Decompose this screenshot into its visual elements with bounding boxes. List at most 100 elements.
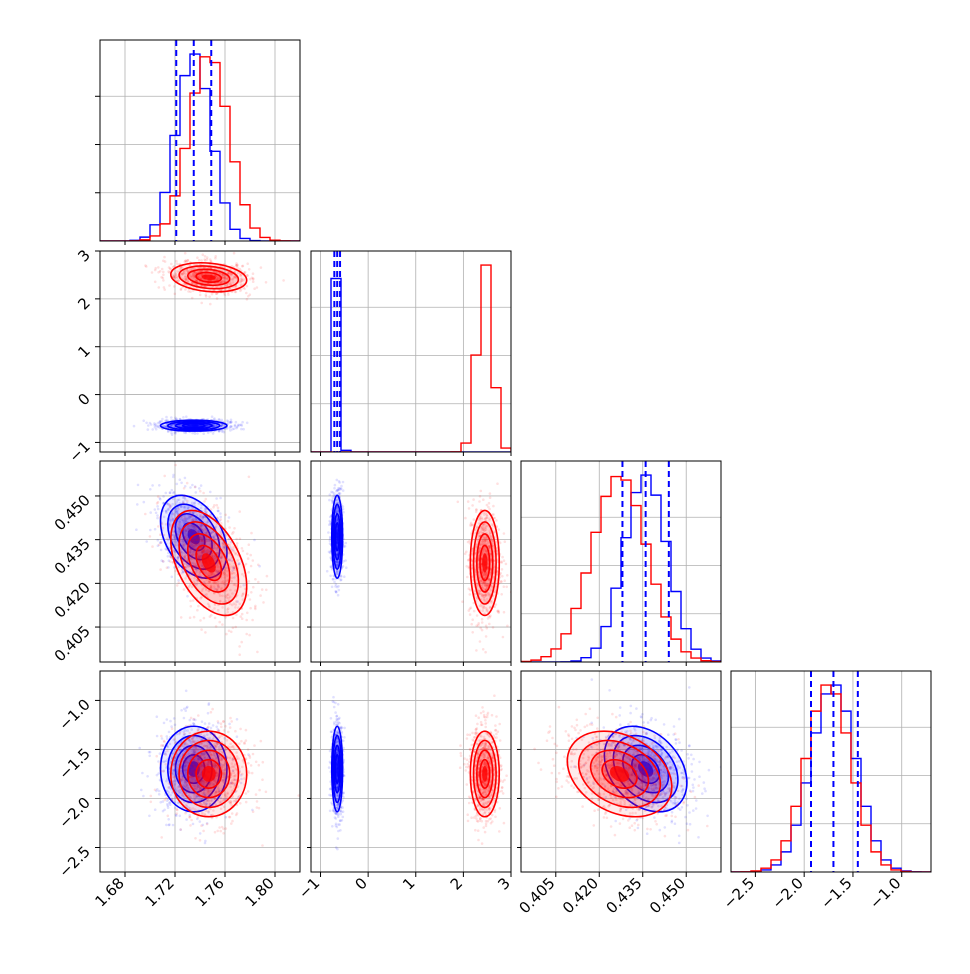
scatter-point	[242, 265, 245, 268]
scatter-point	[173, 717, 176, 720]
histogram-series-1	[731, 685, 931, 872]
scatter-point	[159, 270, 162, 273]
scatter-point	[244, 271, 247, 274]
scatter-point	[253, 539, 256, 542]
scatter-point	[228, 630, 231, 633]
scatter-point	[236, 718, 239, 721]
scatter-point	[246, 298, 249, 301]
scatter-point	[166, 738, 169, 741]
scatter-point	[480, 490, 483, 493]
scatter-point	[156, 774, 159, 777]
scatter-point	[471, 631, 474, 634]
scatter-point	[484, 651, 487, 654]
scatter-point	[215, 625, 218, 628]
scatter-point	[337, 585, 340, 588]
scatter-point	[154, 269, 157, 272]
scatter-point	[173, 285, 176, 288]
scatter-point	[167, 555, 170, 558]
scatter-point	[207, 712, 210, 715]
scatter-point	[146, 775, 149, 778]
scatter-point	[186, 482, 189, 485]
scatter-point	[213, 417, 216, 420]
scatter-point	[227, 420, 230, 423]
scatter-point	[327, 531, 330, 534]
scatter-point	[220, 518, 223, 521]
scatter-point	[345, 566, 348, 569]
scatter-point	[497, 609, 500, 612]
scatter-point	[177, 582, 180, 585]
scatter-point	[248, 580, 251, 583]
scatter-point	[161, 420, 164, 423]
scatter-point	[153, 422, 156, 425]
scatter-point	[489, 496, 492, 499]
scatter-point	[174, 464, 177, 467]
scatter-point	[162, 560, 165, 563]
scatter-point	[498, 528, 501, 531]
density-core	[188, 425, 200, 427]
scatter-point	[151, 428, 154, 431]
scatter-point	[174, 570, 177, 573]
scatter-point	[485, 625, 488, 628]
scatter-point	[230, 631, 233, 634]
scatter-point	[499, 542, 502, 545]
scatter-point	[143, 501, 146, 504]
scatter-point	[246, 262, 249, 265]
scatter-point	[171, 433, 174, 436]
scatter-point	[246, 285, 249, 288]
scatter-point	[208, 722, 211, 725]
scatter-point	[214, 617, 217, 620]
scatter-point	[207, 432, 210, 435]
scatter-point	[343, 575, 346, 578]
scatter-point	[175, 260, 178, 263]
scatter-point	[476, 614, 479, 617]
scatter-point	[159, 752, 162, 755]
scatter-point	[495, 603, 498, 606]
scatter-point	[156, 735, 159, 738]
scatter-point	[477, 624, 480, 627]
scatter-point	[196, 609, 199, 612]
scatter-point	[157, 525, 160, 528]
scatter-point	[138, 747, 141, 750]
scatter-point	[133, 425, 136, 428]
scatter-point	[169, 267, 172, 270]
scatter-point	[505, 563, 508, 566]
scatter-point	[183, 487, 186, 490]
scatter-point	[161, 523, 164, 526]
hist-group-3	[731, 685, 931, 872]
scatter-point	[150, 423, 153, 426]
scatter-point	[167, 430, 170, 433]
scatter-point	[492, 513, 495, 516]
scatter-point	[468, 458, 471, 461]
scatter-point	[159, 516, 162, 519]
scatter-point	[204, 259, 207, 262]
scatter-point	[165, 492, 168, 495]
scatter-point	[241, 617, 244, 620]
scatter-point	[165, 416, 168, 419]
scatter-point	[342, 511, 345, 514]
scatter-point	[210, 614, 213, 617]
scatter-point	[199, 619, 202, 622]
scatter-point	[248, 476, 251, 479]
scatter-point	[219, 516, 222, 519]
density-core	[336, 529, 338, 544]
scatter-point	[246, 553, 249, 556]
scatter-point	[219, 512, 222, 515]
scatter-point	[252, 278, 255, 281]
scatter-point	[185, 415, 188, 418]
scatter-point	[259, 594, 262, 597]
scatter-point	[204, 722, 207, 725]
scatter-point	[183, 717, 186, 720]
scatter-point	[229, 425, 232, 428]
scatter-point	[481, 618, 484, 621]
hist-group-2	[521, 475, 721, 662]
scatter-point	[492, 505, 495, 508]
scatter-point	[162, 279, 165, 282]
scatter-point	[338, 589, 341, 592]
scatter-point	[195, 491, 198, 494]
panel-2d-1-0	[133, 252, 285, 436]
scatter-point	[157, 539, 160, 542]
scatter-point	[166, 537, 169, 540]
scatter-point	[160, 276, 163, 279]
scatter-point	[185, 818, 188, 821]
histogram-series-1	[100, 57, 300, 241]
